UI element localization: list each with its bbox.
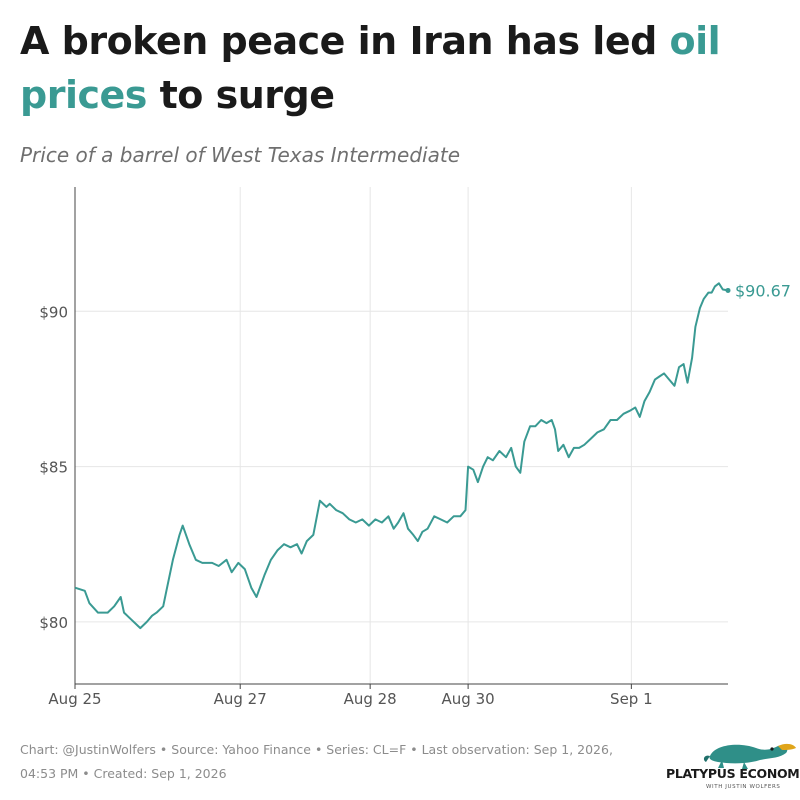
y-tick-label: $85: [39, 459, 68, 477]
platypus-icon: [703, 743, 796, 769]
title-highlight: oil prices: [20, 19, 721, 117]
x-tick-label: Sep 1: [610, 690, 653, 708]
end-value-label: $90.67: [735, 281, 791, 300]
chart-title: A broken peace in Iran has led oil price…: [20, 14, 780, 122]
last-point: [725, 287, 731, 293]
title-part1: A broken peace in Iran has led: [20, 19, 670, 63]
x-tick-label: Aug 28: [344, 690, 397, 708]
logo-name: PLATYPUS ECONOMICS: [666, 766, 800, 781]
chart-footer: Chart: @JustinWolfers • Source: Yahoo Fi…: [20, 738, 640, 786]
y-tick-label: $80: [39, 614, 68, 632]
footer-line-1: Chart: @JustinWolfers • Source: Yahoo Fi…: [20, 742, 613, 757]
x-tick-label: Aug 25: [48, 690, 101, 708]
title-part2: to surge: [146, 73, 335, 117]
chart-subtitle: Price of a barrel of West Texas Intermed…: [20, 143, 460, 167]
x-tick-label: Aug 27: [214, 690, 267, 708]
footer-line-2: 04:53 PM • Created: Sep 1, 2026: [20, 766, 227, 781]
series-line: [74, 282, 729, 630]
x-tick-label: Aug 30: [442, 690, 495, 708]
logo-tagline: WITH JUSTIN WOLFERS: [706, 784, 781, 790]
y-tick-label: $90: [39, 303, 68, 321]
